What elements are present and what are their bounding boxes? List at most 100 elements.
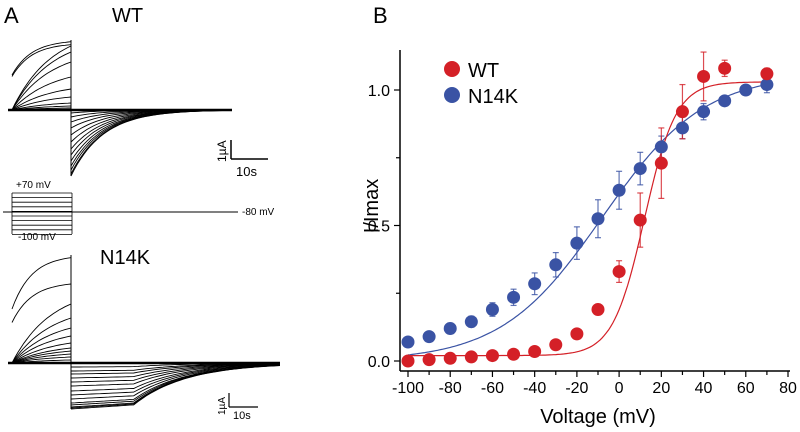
legend: WT N14K: [444, 60, 519, 108]
data-point-n14k: [464, 315, 478, 329]
data-point-n14k: [675, 121, 689, 135]
deactivation-trace: [70, 109, 233, 162]
activation-trace: [11, 303, 72, 364]
data-point-wt: [528, 345, 542, 359]
data-point-n14k: [591, 212, 605, 226]
data-point-wt: [401, 354, 415, 368]
activation-trace: [11, 88, 72, 111]
x-tick-label: -60: [481, 380, 504, 397]
activation-trace: [11, 327, 72, 364]
data-point-n14k: [718, 94, 732, 108]
data-point-wt: [507, 347, 521, 361]
activation-trace: [11, 44, 72, 77]
scale-current-label: 1µA: [215, 140, 229, 162]
activation-trace: [11, 105, 72, 111]
activation-trace: [11, 45, 72, 111]
data-point-wt: [718, 61, 732, 75]
n14k-title: N14K: [100, 247, 151, 269]
panel-b-label: B: [373, 3, 388, 28]
x-tick-label: -100: [392, 380, 424, 397]
panel-a-label: A: [4, 3, 19, 28]
protocol-bottom-label: -100 mV: [18, 232, 56, 243]
data-point-wt: [464, 350, 478, 364]
legend-wt-marker: [444, 61, 460, 77]
scale-time-label: 10s: [236, 164, 257, 179]
data-point-wt: [591, 303, 605, 317]
data-point-wt: [697, 69, 711, 83]
activation-trace: [11, 359, 72, 364]
data-point-wt: [633, 213, 647, 227]
legend-wt-label: WT: [468, 60, 499, 82]
activation-trace: [11, 107, 71, 111]
scale-time-label: 10s: [233, 410, 251, 422]
data-point-n14k: [443, 321, 457, 335]
activation-trace: [11, 317, 72, 364]
y-tick-label: 1.0: [368, 83, 390, 100]
deactivation-trace: [70, 109, 233, 177]
legend-n14k-marker: [444, 87, 460, 103]
data-point-n14k: [549, 258, 563, 272]
fit-curves: [407, 81, 768, 357]
data-point-wt: [612, 265, 626, 279]
activation-trace: [11, 350, 72, 364]
data-point-wt: [549, 338, 563, 352]
wt-current-traces: [8, 40, 233, 177]
data-points: [401, 61, 774, 368]
data-point-n14k: [760, 78, 774, 92]
y-axis-label: I/Imax: [361, 179, 383, 233]
data-point-wt: [675, 105, 689, 119]
data-point-wt: [422, 353, 436, 367]
x-tick-label: 20: [652, 380, 670, 397]
wt-scale-bar: 1µA 10s: [215, 140, 268, 179]
fit-curve-wt: [408, 81, 767, 357]
x-tick-label: 40: [695, 380, 713, 397]
data-point-n14k: [507, 290, 521, 304]
data-point-n14k: [612, 183, 626, 197]
axes: -100 -80 -60 -40 -20 0 20 40 60 80 0.0 0.5 1.0: [368, 50, 797, 397]
activation-trace: [11, 353, 72, 364]
scale-current-label: 1µA: [217, 397, 228, 415]
voltage-protocol: +70 mV -80 mV -100 mV: [3, 180, 275, 243]
deactivation-trace: [70, 109, 233, 175]
fit-curve-n14k: [407, 83, 768, 356]
data-point-wt: [760, 67, 774, 81]
protocol-steps: [11, 192, 73, 235]
data-point-n14k: [570, 236, 584, 250]
activation-trace: [11, 356, 72, 364]
activation-trace: [11, 51, 72, 111]
protocol-top-label: +70 mV: [16, 180, 51, 191]
activation-trace: [11, 61, 72, 111]
wt-title: WT: [112, 5, 143, 27]
n14k-scale-bar: 1µA 10s: [217, 393, 258, 422]
x-axis-label: Voltage (mV): [540, 406, 656, 428]
activation-trace: [11, 96, 72, 111]
activation-trace: [11, 347, 72, 364]
activation-trace: [11, 41, 72, 76]
data-point-n14k: [633, 162, 647, 176]
iv-chart: -100 -80 -60 -40 -20 0 20 40 60 80 0.0 0.5 1.0 Volta…: [361, 50, 797, 428]
activation-trace: [11, 283, 72, 323]
activation-trace: [11, 257, 72, 310]
x-tick-label: -40: [523, 380, 546, 397]
protocol-holding-label: -80 mV: [242, 207, 275, 218]
deactivation-trace: [70, 363, 281, 387]
x-tick-label: 60: [737, 380, 755, 397]
data-point-n14k: [739, 83, 753, 97]
y-tick-label: 0.5: [368, 219, 390, 236]
x-tick-label: 80: [779, 380, 797, 397]
data-point-n14k: [654, 140, 668, 154]
x-tick-label: -20: [565, 380, 588, 397]
activation-trace: [11, 335, 72, 364]
data-point-wt: [485, 349, 499, 363]
activation-trace: [11, 342, 72, 364]
data-point-n14k: [528, 277, 542, 291]
data-point-n14k: [485, 303, 499, 317]
deactivation-trace: [70, 109, 232, 156]
data-point-n14k: [401, 335, 415, 349]
x-tick-label: 0: [615, 380, 624, 397]
data-point-n14k: [697, 105, 711, 119]
n14k-current-traces: [8, 255, 281, 410]
activation-trace: [11, 76, 72, 111]
deactivation-trace: [70, 365, 281, 410]
